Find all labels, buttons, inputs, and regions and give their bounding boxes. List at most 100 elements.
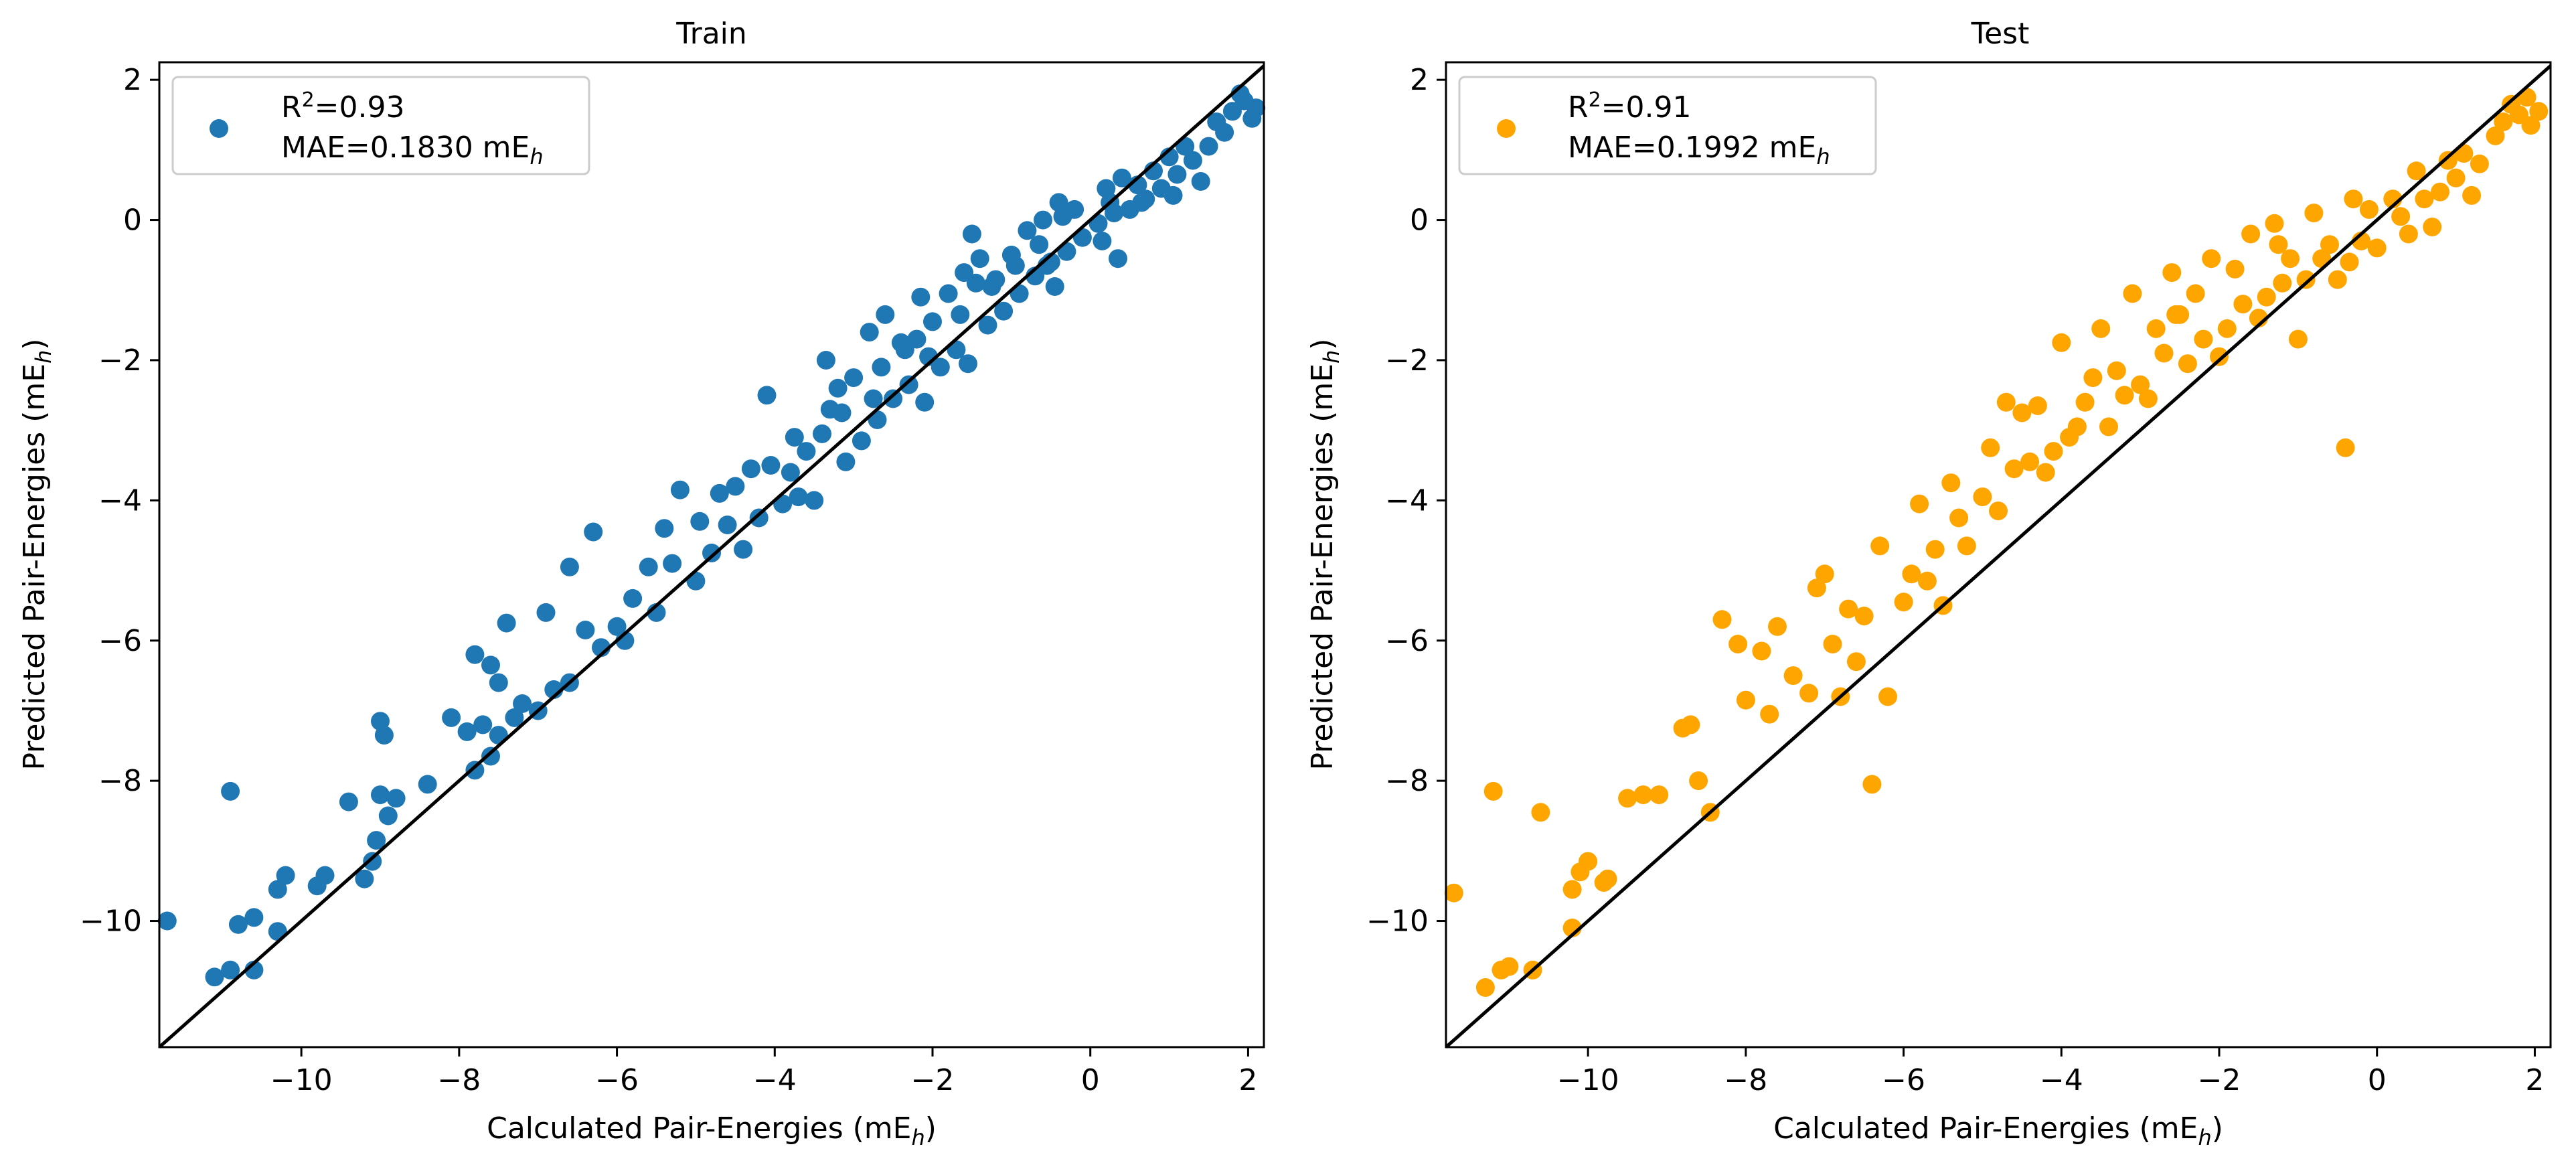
test-data-point bbox=[2399, 224, 2418, 244]
train-y-axis-label: Predicted Pair-Energies (mEh) bbox=[17, 339, 56, 771]
test-x-tick-label: −2 bbox=[2198, 1063, 2241, 1097]
train-data-point bbox=[1242, 108, 1262, 128]
train-data-point bbox=[832, 403, 852, 422]
test-data-point bbox=[2225, 259, 2245, 279]
train-y-ticks: −10 −8 −6 −4 −2 0 2 bbox=[80, 63, 159, 939]
train-data-point bbox=[1093, 232, 1112, 250]
train-data-point bbox=[994, 301, 1014, 321]
test-x-axis-label: Calculated Pair-Energies (mEh) bbox=[1773, 1111, 2223, 1150]
train-y-tick-label: −8 bbox=[98, 764, 142, 798]
test-data-point bbox=[1562, 880, 1582, 899]
test-y-tick-label: −4 bbox=[1385, 483, 1429, 518]
train-y-tick-label: −2 bbox=[98, 343, 142, 378]
test-data-point bbox=[2462, 185, 2482, 205]
train-data-point bbox=[1199, 137, 1218, 156]
train-data-point bbox=[860, 323, 879, 342]
train-y-tick-label: −4 bbox=[98, 483, 142, 518]
train-data-point bbox=[813, 424, 831, 443]
test-data-point bbox=[1846, 652, 1866, 672]
train-data-point bbox=[489, 673, 508, 692]
test-y-tick-label: −2 bbox=[1385, 343, 1429, 378]
train-data-point bbox=[1163, 185, 1183, 205]
train-data-point bbox=[899, 375, 918, 394]
train-data-point bbox=[655, 519, 674, 538]
train-data-point bbox=[670, 480, 690, 499]
train-data-point bbox=[639, 557, 658, 576]
test-data-point bbox=[1712, 610, 1732, 629]
test-legend-r2: R2=0.91 bbox=[1568, 88, 1692, 125]
test-data-point bbox=[1862, 775, 1882, 794]
train-data-point bbox=[497, 613, 516, 633]
train-data-point bbox=[734, 540, 753, 559]
train-data-point bbox=[465, 761, 485, 780]
test-data-point bbox=[2146, 319, 2166, 338]
test-data-point bbox=[1894, 593, 1913, 612]
test-data-point bbox=[2107, 361, 2126, 380]
train-data-point bbox=[465, 645, 485, 664]
train-data-point bbox=[367, 831, 386, 850]
train-data-point bbox=[221, 960, 240, 980]
test-y-ticks: −10 −8 −6 −4 −2 0 2 bbox=[1366, 63, 1446, 939]
train-data-point bbox=[923, 312, 942, 331]
test-data-point bbox=[2320, 235, 2339, 254]
test-data-point bbox=[1633, 785, 1653, 805]
test-data-point bbox=[2194, 329, 2213, 349]
test-data-point bbox=[1925, 540, 1945, 559]
train-data-point bbox=[718, 516, 737, 534]
test-data-point bbox=[2028, 396, 2047, 415]
train-data-point bbox=[268, 880, 287, 899]
train-data-point bbox=[623, 589, 643, 608]
train-data-point bbox=[663, 554, 682, 573]
test-x-tick-label: −4 bbox=[2040, 1063, 2083, 1097]
train-legend-r2: R2=0.93 bbox=[281, 88, 405, 125]
train-data-point bbox=[982, 277, 1001, 296]
train-title: Train bbox=[675, 17, 747, 51]
train-data-point bbox=[276, 866, 295, 885]
test-data-point bbox=[1839, 599, 1858, 619]
test-data-point bbox=[1649, 785, 1669, 805]
test-data-point bbox=[2296, 270, 2316, 289]
train-data-point bbox=[911, 287, 931, 307]
test-data-point bbox=[1728, 635, 1748, 653]
train-data-point bbox=[418, 775, 437, 794]
test-data-point bbox=[2052, 333, 2071, 352]
test-data-point bbox=[2407, 161, 2426, 181]
test-data-point bbox=[2162, 263, 2182, 283]
test-data-point bbox=[2210, 347, 2229, 366]
train-data-point bbox=[844, 368, 864, 388]
test-y-axis-label: Predicted Pair-Energies (mEh) bbox=[1305, 339, 1344, 771]
train-y-tick-label: −10 bbox=[80, 905, 142, 939]
train-data-point bbox=[741, 459, 760, 479]
train-data-point bbox=[473, 715, 493, 734]
train-data-point bbox=[576, 621, 595, 639]
train-data-point bbox=[457, 722, 477, 741]
test-data-point bbox=[2166, 305, 2186, 324]
test-data-point bbox=[2328, 270, 2347, 289]
test-data-point bbox=[2336, 438, 2355, 457]
train-data-point bbox=[816, 351, 835, 370]
test-x-tick-label: −10 bbox=[1557, 1063, 1619, 1097]
test-plot-area bbox=[1444, 64, 2552, 1048]
test-data-point bbox=[2438, 151, 2458, 170]
train-data-point bbox=[828, 378, 848, 398]
test-data-point bbox=[2004, 459, 2024, 479]
test-data-point bbox=[2281, 249, 2300, 268]
test-data-point bbox=[2431, 182, 2449, 202]
test-identity-line bbox=[1445, 64, 2552, 1048]
test-x-tick-label: 2 bbox=[2525, 1063, 2544, 1097]
test-data-point bbox=[1799, 684, 1819, 703]
train-data-point bbox=[962, 224, 981, 244]
test-data-point bbox=[2423, 218, 2442, 236]
test-y-tick-label: 2 bbox=[1410, 63, 1429, 97]
test-data-point bbox=[1815, 564, 1834, 584]
test-data-point bbox=[1760, 704, 1779, 724]
train-data-point bbox=[560, 557, 579, 576]
train-data-point bbox=[1215, 123, 1234, 142]
test-data-point bbox=[2083, 368, 2103, 388]
test-y-tick-label: −10 bbox=[1366, 905, 1429, 939]
train-data-point bbox=[749, 508, 769, 528]
test-data-point bbox=[2502, 94, 2521, 114]
test-data-point bbox=[2091, 319, 2111, 338]
test-data-point bbox=[2044, 442, 2063, 461]
